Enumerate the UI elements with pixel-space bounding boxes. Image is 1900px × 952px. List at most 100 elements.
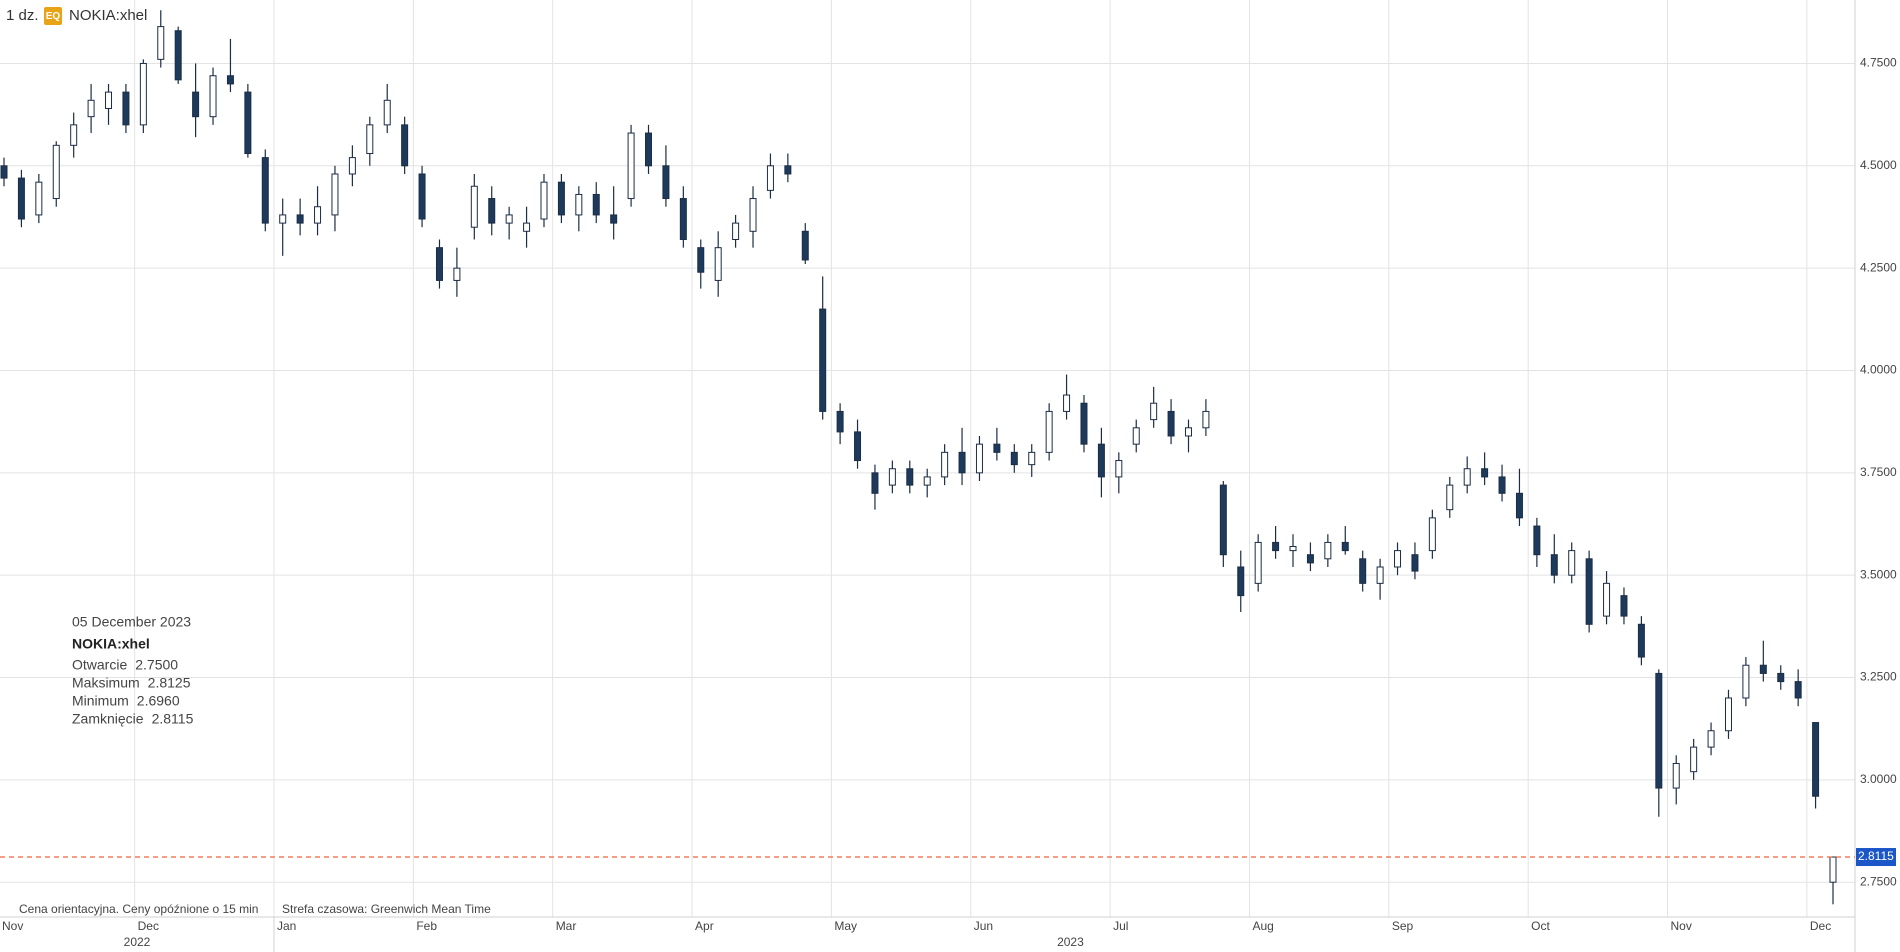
body — [1097, 443, 1105, 478]
y-tick-label: 2.7500 — [1860, 874, 1897, 888]
body — [226, 75, 234, 85]
body — [1324, 541, 1332, 560]
body — [1794, 681, 1802, 699]
body — [888, 468, 896, 486]
body — [296, 214, 304, 224]
body — [1254, 541, 1262, 584]
body — [453, 267, 461, 281]
body — [1568, 550, 1576, 576]
body — [1655, 672, 1663, 789]
last-price-label: 2.8115 — [1858, 849, 1894, 863]
body — [1603, 582, 1611, 617]
symbol: NOKIA:xhel — [69, 7, 147, 24]
body — [679, 198, 687, 240]
tooltip-label: Maksimum — [72, 675, 140, 691]
x-tick-label: Nov — [2, 919, 23, 933]
body — [505, 214, 513, 224]
body — [540, 181, 548, 220]
tooltip-label: Minimum — [72, 693, 129, 709]
body — [1219, 484, 1227, 556]
body — [1742, 664, 1750, 699]
body — [348, 157, 356, 175]
body — [592, 193, 600, 216]
body — [523, 222, 531, 232]
body — [209, 75, 217, 118]
body — [105, 91, 113, 109]
body — [157, 26, 165, 60]
body — [836, 410, 844, 433]
y-tick-label: 4.2500 — [1860, 260, 1897, 274]
body — [801, 230, 809, 261]
body — [470, 185, 478, 228]
body — [1463, 468, 1471, 486]
body — [627, 132, 635, 200]
body — [1341, 541, 1349, 552]
body — [366, 124, 374, 155]
y-tick-label: 3.5000 — [1860, 567, 1897, 581]
body — [1428, 517, 1436, 552]
body — [192, 91, 200, 118]
body — [906, 468, 914, 486]
body — [70, 124, 78, 146]
body — [1533, 525, 1541, 556]
body — [17, 177, 25, 220]
x-tick-label: Jul — [1113, 919, 1128, 933]
y-tick-label: 4.0000 — [1860, 363, 1897, 377]
x-tick-label: Nov — [1671, 919, 1692, 933]
body — [1394, 550, 1402, 568]
y-tick-label: 3.2500 — [1860, 670, 1897, 684]
body — [1672, 762, 1680, 789]
body — [1411, 554, 1419, 572]
candles — [0, 10, 1837, 905]
body — [1063, 394, 1071, 412]
y-tick-label: 4.5000 — [1860, 158, 1897, 172]
y-tick-label: 4.7500 — [1860, 56, 1897, 70]
body — [575, 193, 583, 216]
body — [1829, 856, 1837, 883]
body — [1498, 476, 1506, 494]
body — [1759, 664, 1767, 674]
x-tick-label: Sep — [1392, 919, 1414, 933]
body — [958, 451, 966, 474]
x-tick-label: Dec — [1810, 919, 1831, 933]
footer-timezone: Strefa czasowa: Greenwich Mean Time — [282, 902, 491, 916]
body — [1167, 410, 1175, 437]
body — [993, 443, 1001, 453]
body — [1777, 672, 1785, 683]
body — [1202, 410, 1210, 429]
year-label: 2023 — [1057, 935, 1084, 949]
x-tick-label: Oct — [1531, 919, 1550, 933]
body — [732, 222, 740, 240]
body — [1045, 410, 1053, 453]
body — [697, 247, 705, 273]
body — [1115, 460, 1123, 478]
tooltip-value: 2.6960 — [137, 693, 180, 709]
body — [1724, 697, 1732, 732]
body — [1272, 541, 1280, 552]
body — [1585, 558, 1593, 625]
body — [854, 431, 862, 462]
year-label: 2022 — [124, 935, 151, 949]
tooltip-value: 2.7500 — [135, 657, 178, 673]
body — [871, 472, 879, 494]
body — [331, 173, 339, 216]
x-tick-label: May — [834, 919, 857, 933]
body — [1028, 451, 1036, 466]
body — [1359, 558, 1367, 584]
body — [557, 181, 565, 216]
x-tick-label: Dec — [138, 919, 159, 933]
tooltip-symbol: NOKIA:xhel — [72, 636, 150, 652]
body — [1010, 451, 1018, 466]
body — [1446, 484, 1454, 511]
body — [645, 132, 653, 167]
x-tick-label: Mar — [556, 919, 577, 933]
body — [1690, 746, 1698, 773]
body — [122, 91, 130, 126]
body — [784, 165, 792, 175]
body — [662, 165, 670, 200]
tooltip-value: 2.8125 — [148, 675, 191, 691]
badge: EQ — [46, 11, 61, 22]
body — [418, 173, 426, 220]
body — [941, 451, 949, 478]
